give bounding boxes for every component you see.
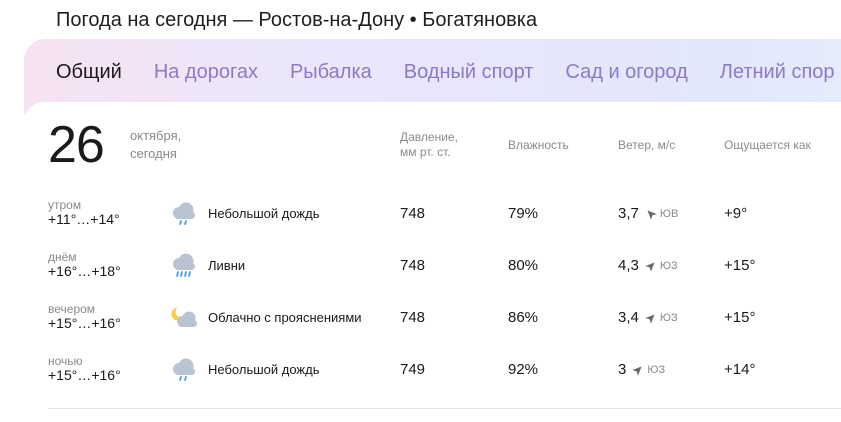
temperature-range: +15°…+16° — [48, 315, 121, 331]
day-part: днём — [48, 250, 77, 264]
wind-direction: ЮВ — [659, 208, 679, 220]
date-caption: октября, сегодня — [130, 127, 181, 163]
wind-cell: 3,7 ЮВ — [618, 205, 678, 223]
pressure-value: 748 — [400, 205, 426, 222]
day-part: вечером — [48, 302, 96, 316]
wind-cell: 4,3 ЮЗ — [618, 257, 678, 275]
pressure-value: 749 — [400, 361, 426, 378]
temperature-range: +15°…+16° — [48, 367, 121, 383]
wind-speed: 3,7 — [618, 205, 639, 222]
wind-speed: 3,4 — [618, 309, 639, 326]
page-title: Погода на сегодня — Ростов-на-Дону • Бог… — [56, 9, 538, 31]
wind-direction: ЮЗ — [659, 312, 678, 324]
humidity-value: 79% — [508, 205, 539, 222]
temperature-range: +16°…+18° — [48, 263, 121, 279]
feels-like-value: +9° — [724, 205, 748, 222]
wind-speed: 3 — [618, 361, 627, 378]
table-row: утром +11°…+14° Небольшой дождь 748 79% … — [0, 198, 841, 242]
wind-arrow-icon — [645, 314, 655, 324]
date-day: 26 — [48, 116, 105, 174]
column-pressure: Давление, мм рт. ст. — [400, 130, 458, 160]
condition-text: Небольшой дождь — [208, 362, 320, 377]
wind-direction: ЮЗ — [659, 260, 678, 272]
day-part: утром — [48, 198, 82, 212]
condition-text: Облачно с прояснениями — [208, 310, 362, 325]
pressure-value: 748 — [400, 257, 426, 274]
condition-text: Небольшой дождь — [208, 206, 320, 221]
wind-arrow-icon — [645, 262, 655, 272]
tab-general[interactable]: Общий — [56, 61, 122, 83]
cloud-light-rain-icon — [173, 202, 195, 225]
cloud-light-rain-icon — [173, 358, 195, 381]
tabs-panel — [24, 39, 841, 114]
tab-fishing[interactable]: Рыбалка — [289, 61, 372, 83]
pressure-value: 748 — [400, 309, 426, 326]
tab-roads[interactable]: На дорогах — [153, 61, 258, 83]
tab-summer-sport[interactable]: Летний спор — [719, 61, 835, 83]
feels-like-value: +14° — [724, 361, 756, 378]
feels-like-value: +15° — [724, 257, 756, 274]
feels-like-value: +15° — [724, 309, 756, 326]
wind-arrow-icon — [647, 210, 657, 220]
date-relative: сегодня — [130, 146, 177, 161]
humidity-value: 92% — [508, 361, 539, 378]
forecast-card — [24, 102, 841, 422]
tab-water-sport[interactable]: Водный спорт — [403, 61, 534, 83]
column-feels-like: Ощущается как — [724, 138, 811, 152]
wind-arrow-icon — [632, 366, 642, 376]
date-month: октября, — [130, 128, 182, 143]
humidity-value: 86% — [508, 309, 539, 326]
tab-garden[interactable]: Сад и огород — [565, 61, 688, 83]
cloud-showers-icon — [173, 253, 195, 277]
column-pressure-line2: мм рт. ст. — [400, 145, 451, 159]
moon-cloud-icon — [171, 306, 197, 327]
wind-cell: 3,4 ЮЗ — [618, 309, 678, 327]
wind-speed: 4,3 — [618, 257, 639, 274]
day-part: ночью — [48, 354, 83, 368]
table-row: ночью +15°…+16° Небольшой дождь 749 92% … — [0, 354, 841, 398]
tab-bar: Общий На дорогах Рыбалка Водный спорт Са… — [56, 60, 841, 84]
humidity-value: 80% — [508, 257, 539, 274]
column-pressure-line1: Давление, — [400, 130, 458, 144]
wind-direction: ЮЗ — [647, 364, 666, 376]
condition-text: Ливни — [208, 258, 246, 273]
temperature-range: +11°…+14° — [48, 211, 120, 227]
column-humidity: Влажность — [508, 138, 569, 152]
table-row: вечером +15°…+16° Облачно с прояснениями… — [0, 302, 841, 346]
divider — [48, 408, 841, 409]
table-row: днём +16°…+18° Ливни 748 80% 4,3 ЮЗ +15° — [0, 250, 841, 294]
wind-cell: 3 ЮЗ — [618, 361, 665, 379]
column-wind: Ветер, м/с — [618, 138, 676, 152]
